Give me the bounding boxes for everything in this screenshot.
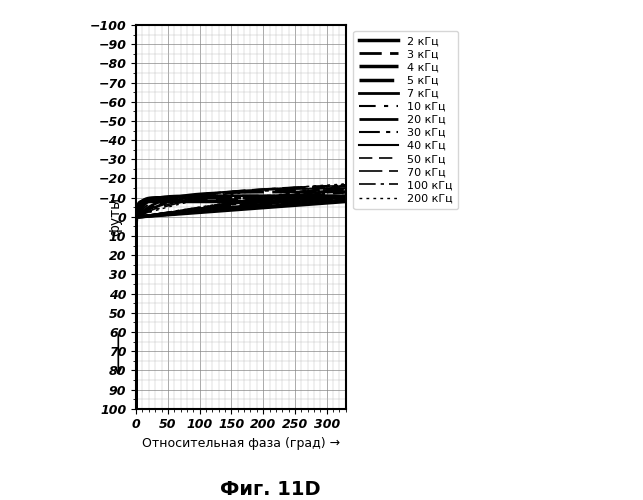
Text: Фиг. 11D: Фиг. 11D	[220, 480, 320, 499]
X-axis label: Относительная фаза (град) →: Относительная фаза (град) →	[142, 437, 340, 450]
Legend: 2 кГц, 3 кГц, 4 кГц, 5 кГц, 7 кГц, 10 кГц, 20 кГц, 30 кГц, 40 кГц, 50 кГц, 70 кГ: 2 кГц, 3 кГц, 4 кГц, 5 кГц, 7 кГц, 10 кГ…	[354, 30, 458, 209]
Text: футы: футы	[108, 198, 122, 236]
